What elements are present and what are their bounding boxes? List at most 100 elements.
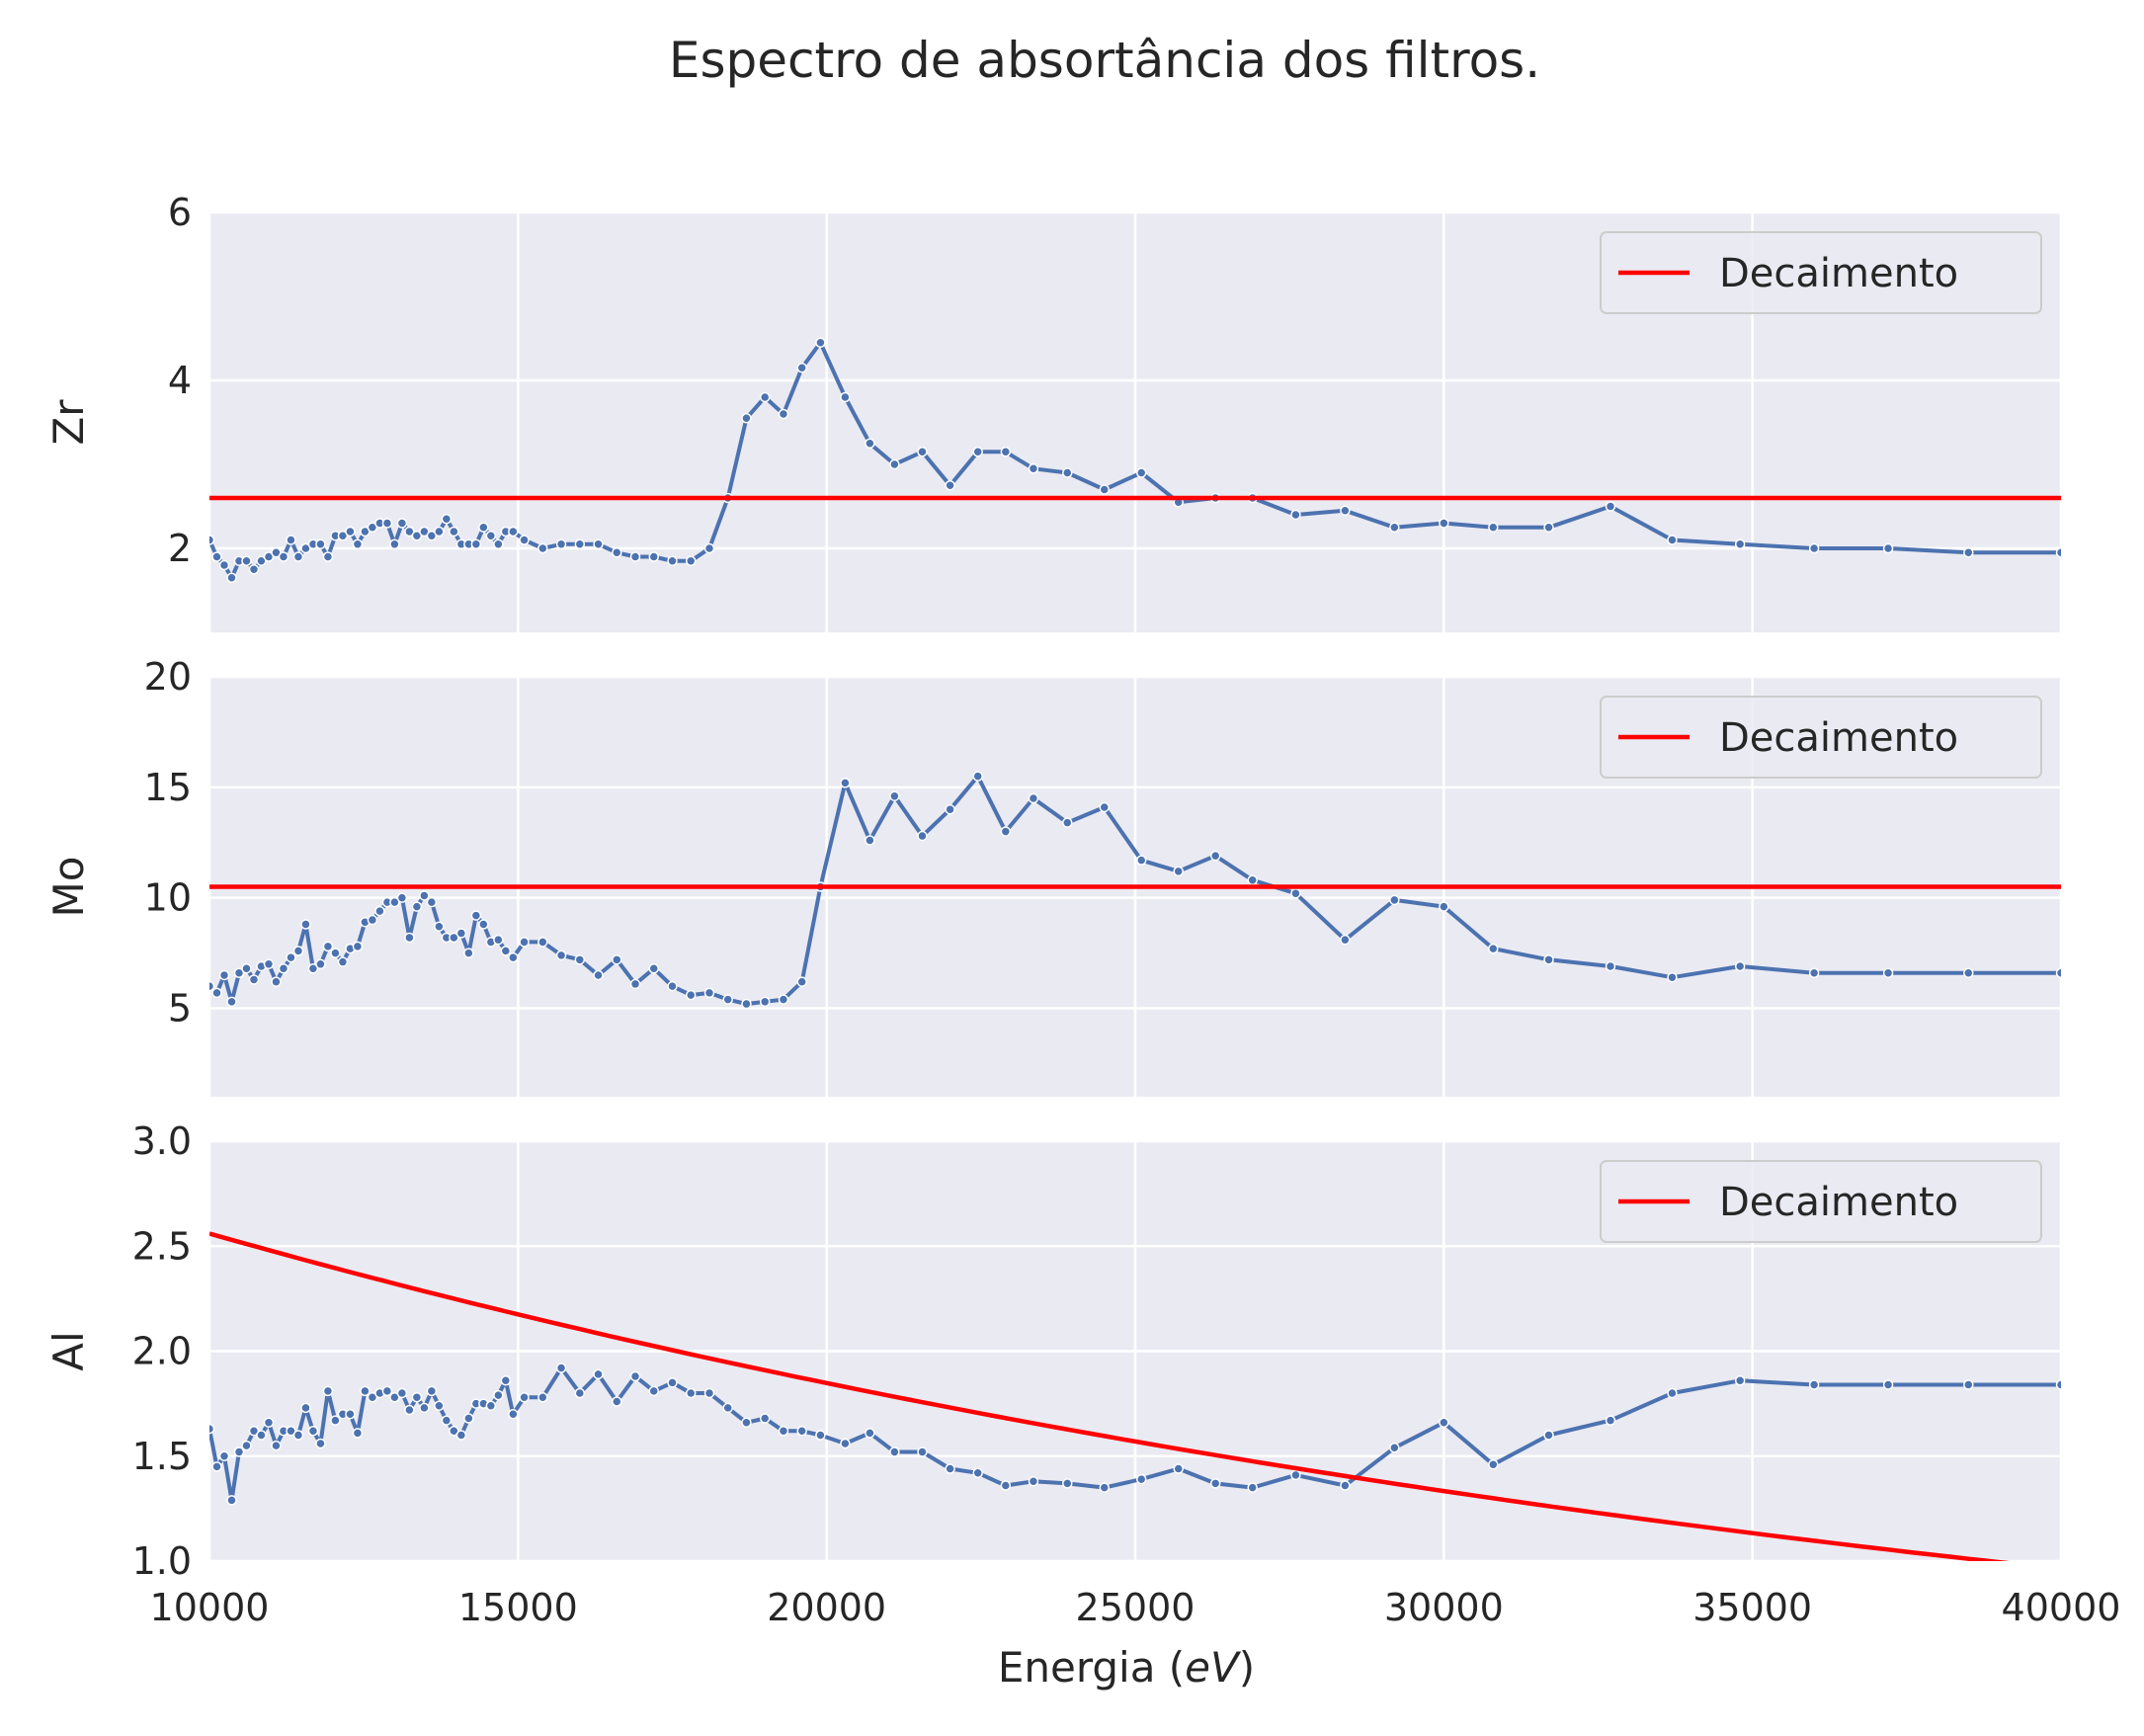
data-point-mo-69: [1135, 855, 1147, 866]
panel-zr: 2 4 6 Zr Decaimento: [44, 191, 2063, 632]
legend-label-al: Decaimento: [1719, 1180, 1958, 1225]
data-point-zr-5: [241, 555, 252, 566]
data-point-zr-36: [470, 538, 482, 549]
data-point-zr-74: [1340, 505, 1351, 516]
data-point-mo-22: [367, 914, 378, 926]
data-point-zr-47: [612, 547, 622, 558]
data-point-zr-10: [278, 551, 289, 562]
data-point-mo-20: [352, 941, 364, 952]
data-point-zr-19: [345, 526, 356, 537]
data-point-zr-69: [1135, 467, 1147, 478]
data-point-mo-48: [629, 978, 641, 990]
data-point-al-71: [1209, 1478, 1221, 1489]
data-point-al-26: [396, 1387, 408, 1399]
data-point-mo-71: [1209, 850, 1221, 862]
data-point-mo-35: [463, 948, 474, 958]
data-point-al-19: [345, 1409, 356, 1420]
data-point-zr-6: [248, 564, 260, 575]
data-point-zr-42: [519, 535, 530, 545]
data-point-zr-85: [2055, 547, 2061, 558]
data-point-mo-68: [1099, 801, 1111, 813]
data-point-zr-58: [815, 337, 826, 348]
data-point-zr-73: [1290, 509, 1301, 521]
y-tick-label-mo-5: 5: [168, 987, 192, 1031]
x-tick-label-20000: 20000: [767, 1586, 886, 1629]
data-point-al-48: [629, 1370, 641, 1382]
data-point-mo-80: [1667, 971, 1678, 983]
data-point-zr-48: [629, 551, 641, 562]
data-point-mo-8: [263, 958, 275, 970]
data-point-zr-51: [685, 555, 697, 566]
data-point-zr-55: [759, 391, 771, 403]
data-point-al-38: [485, 1400, 497, 1411]
data-point-al-76: [1439, 1417, 1449, 1428]
data-point-al-46: [593, 1368, 604, 1380]
x-tick-label-25000: 25000: [1076, 1586, 1196, 1629]
data-point-mo-59: [840, 778, 851, 788]
x-tick-label-30000: 30000: [1384, 1586, 1504, 1629]
data-point-mo-16: [322, 941, 334, 952]
data-point-al-47: [612, 1396, 622, 1407]
data-point-mo-31: [434, 921, 445, 933]
data-point-al-60: [865, 1428, 875, 1439]
data-point-al-81: [1734, 1375, 1746, 1386]
data-point-zr-41: [508, 526, 519, 537]
data-point-mo-61: [889, 790, 900, 802]
data-point-al-57: [796, 1426, 807, 1437]
data-point-mo-54: [741, 998, 752, 1010]
data-point-zr-77: [1488, 522, 1499, 533]
y-tick-label-al-2.5: 2.5: [132, 1224, 192, 1268]
x-tick-label-35000: 35000: [1692, 1586, 1812, 1629]
data-point-al-70: [1173, 1463, 1184, 1474]
data-point-zr-49: [648, 551, 660, 562]
data-point-mo-1: [211, 987, 222, 999]
data-point-zr-75: [1389, 522, 1400, 533]
chart-title: Espectro de absortância dos filtros.: [669, 32, 1540, 89]
data-point-mo-6: [248, 974, 260, 985]
data-point-al-72: [1247, 1482, 1258, 1493]
data-point-mo-66: [1028, 792, 1039, 804]
data-point-mo-76: [1439, 901, 1449, 912]
data-point-al-62: [917, 1447, 928, 1457]
data-point-zr-45: [574, 538, 586, 549]
data-point-zr-66: [1028, 463, 1039, 474]
data-point-zr-63: [945, 480, 955, 491]
data-point-al-64: [972, 1467, 983, 1478]
y-axis-label-zr: Zr: [44, 399, 93, 446]
data-point-al-51: [685, 1387, 697, 1399]
data-point-al-68: [1099, 1482, 1111, 1493]
panel-mo: 5 10 15 20 Mo Decaimento: [44, 655, 2063, 1097]
data-point-zr-80: [1667, 535, 1678, 545]
data-point-zr-32: [441, 514, 453, 525]
y-tick-label-mo-15: 15: [144, 766, 192, 809]
data-point-al-5: [241, 1440, 252, 1451]
data-point-al-32: [441, 1415, 453, 1426]
data-point-zr-79: [1605, 501, 1616, 512]
data-point-al-41: [508, 1409, 519, 1420]
data-point-mo-43: [537, 937, 548, 948]
data-point-mo-65: [1000, 826, 1012, 837]
decay-curve-al: [209, 1231, 2010, 1561]
data-point-al-29: [419, 1402, 430, 1414]
data-point-mo-74: [1340, 934, 1351, 946]
data-point-al-3: [226, 1495, 237, 1506]
data-point-al-63: [945, 1463, 955, 1474]
data-point-mo-25: [389, 896, 400, 908]
data-point-al-30: [426, 1385, 438, 1397]
data-point-zr-39: [493, 538, 504, 549]
data-point-al-27: [404, 1404, 415, 1416]
legend-box-mo: [1600, 696, 2042, 779]
y-tick-label-zr-6: 6: [168, 191, 192, 234]
data-point-mo-73: [1290, 887, 1301, 899]
data-point-al-59: [840, 1438, 851, 1449]
data-point-zr-2: [218, 559, 230, 571]
data-point-mo-75: [1389, 894, 1400, 906]
data-point-al-21: [360, 1385, 371, 1397]
x-tick-label-15000: 15000: [458, 1586, 578, 1629]
data-point-mo-70: [1173, 866, 1184, 877]
data-point-al-20: [352, 1428, 364, 1439]
data-point-al-39: [493, 1389, 504, 1401]
data-point-al-65: [1000, 1480, 1012, 1491]
data-point-al-8: [263, 1417, 275, 1428]
